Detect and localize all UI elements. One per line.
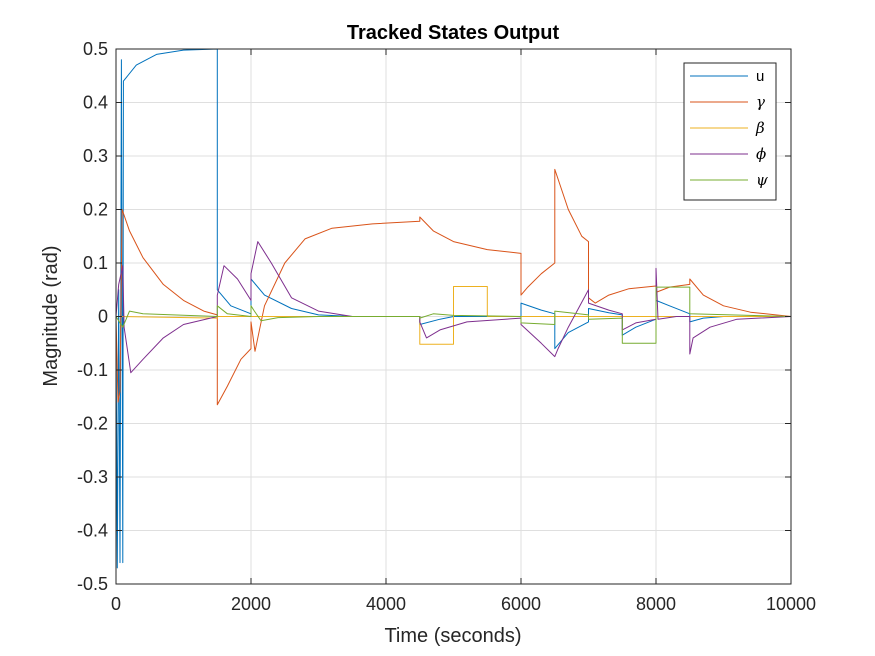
y-tick-label: 0.1: [83, 253, 108, 273]
legend-label-phi: ϕ: [756, 145, 766, 163]
series-layer: [115, 48, 792, 569]
y-tick-label: -0.5: [77, 574, 108, 594]
x-axis-label: Time (seconds): [384, 625, 521, 647]
series-line-beta: [115, 286, 791, 345]
x-tick-label: 4000: [366, 594, 406, 614]
x-tick-label: 0: [111, 594, 121, 614]
legend-label-gamma: γ: [756, 93, 765, 111]
chart-title: Tracked States Output: [347, 22, 560, 44]
y-tick-label: 0.2: [83, 200, 108, 220]
y-axis-label: Magnitude (rad): [40, 245, 62, 386]
series-line-psi: [115, 286, 792, 344]
legend-label-beta: β: [755, 119, 765, 137]
y-tick-label: -0.3: [77, 467, 108, 487]
legend-label-psi: ψ: [756, 171, 768, 189]
legend-box: [683, 62, 777, 201]
y-tick-label: -0.2: [77, 414, 108, 434]
y-tick-label: 0: [98, 307, 108, 327]
y-tick-label: 0.3: [83, 146, 108, 166]
y-tick-label: 0.5: [83, 39, 108, 59]
tick-marks: [115, 48, 792, 585]
x-tick-label: 8000: [636, 594, 676, 614]
y-tick-label: -0.1: [77, 360, 108, 380]
series-line-phi: [115, 241, 792, 374]
x-tick-label: 2000: [231, 594, 271, 614]
x-tick-label: 10000: [766, 594, 816, 614]
y-tick-label: 0.4: [83, 93, 108, 113]
tick-labels: 0 2000 4000 6000 8000 10000 -0.5 -0.4 -0.3 -0.2 -0…: [77, 39, 816, 614]
y-tick-label: -0.4: [77, 521, 108, 541]
x-tick-label: 6000: [501, 594, 541, 614]
legend-label-u: u: [756, 68, 764, 85]
